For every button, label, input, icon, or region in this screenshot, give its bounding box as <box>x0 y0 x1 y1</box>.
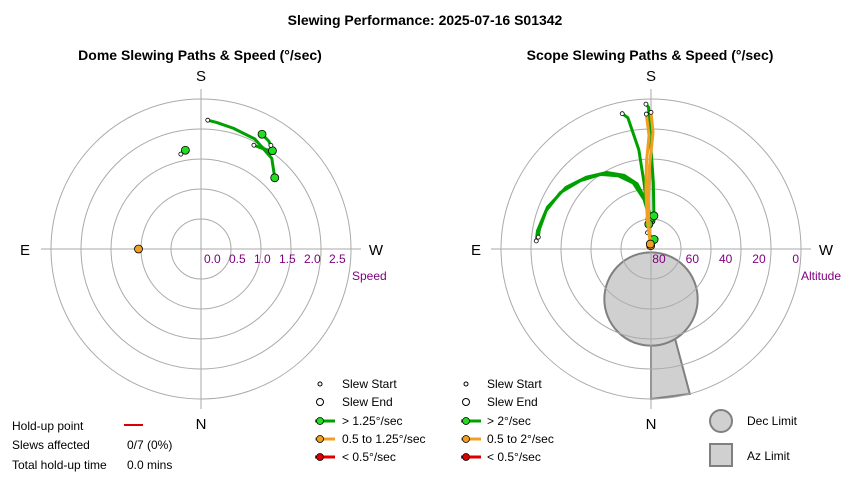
slews-affected-value: 0/7 (0%) <box>127 438 172 452</box>
limits-legend: Dec Limit Az Limit <box>709 409 798 467</box>
legend-slew-start-marker <box>463 381 469 387</box>
scope-legend-label-0: Slew Start <box>487 377 542 391</box>
slews-affected-label: Slews affected <box>12 438 90 452</box>
dome-legend-label-1: Slew End <box>342 395 393 409</box>
scope-tick-label: 80 <box>652 252 666 266</box>
dome-legend: Slew Start Slew End > 1.25°/sec 0.5 to 1… <box>315 377 426 464</box>
dome-slew-start-marker <box>180 145 190 155</box>
dome-slew-end-dot <box>205 117 211 123</box>
dome-tick-label: 1.0 <box>254 252 271 266</box>
holdup-point-label: Hold-up point <box>12 419 84 433</box>
scope-compass-left: E <box>471 242 481 259</box>
legend-slew-end-marker <box>316 398 324 406</box>
scope-legend-label-4: < 0.5°/sec <box>487 450 541 464</box>
scope-slew-end-dot <box>533 238 539 244</box>
dome-tick-label: 0.5 <box>229 252 246 266</box>
dome-slew-start-marker <box>134 244 143 254</box>
dome-slew-start-marker <box>268 146 277 156</box>
holdup-time-value: 0.0 mins <box>127 458 172 472</box>
scope-radial-label: Altitude <box>801 269 841 283</box>
legend-slew-end-marker <box>462 398 470 406</box>
legend-slow-marker <box>462 453 470 461</box>
scope-slew-path <box>644 112 652 246</box>
scope-slew-start-marker <box>645 239 655 249</box>
dome-compass-right: W <box>369 242 384 259</box>
dome-slew-end-dot <box>251 142 257 148</box>
scope-tick-label: 60 <box>686 252 700 266</box>
az-limit-legend-label: Az Limit <box>747 449 790 463</box>
scope-compass-bottom: N <box>646 416 657 433</box>
scope-slew-end-dot <box>648 109 654 115</box>
dome-panel: Dome Slewing Paths & Speed (°/sec) S N E… <box>20 47 387 433</box>
legend-fast-marker <box>316 417 324 425</box>
dome-tick-label: 0.0 <box>204 252 221 266</box>
dome-slews <box>134 117 280 254</box>
dome-legend-label-2: > 1.25°/sec <box>342 414 403 428</box>
dome-title: Dome Slewing Paths & Speed (°/sec) <box>78 47 322 63</box>
scope-legend-label-2: > 2°/sec <box>487 414 531 428</box>
scope-compass-top: S <box>646 68 656 85</box>
dome-slew-start-marker <box>270 173 280 183</box>
scope-compass-right: W <box>819 242 834 259</box>
dome-tick-label: 2.5 <box>329 252 346 266</box>
scope-tick-label: 0 <box>792 252 799 266</box>
scope-slew-end-dot <box>619 111 625 117</box>
scope-legend-label-3: 0.5 to 2°/sec <box>487 432 554 446</box>
dome-compass-bottom: N <box>196 416 207 433</box>
scope-slew-end-dot <box>535 234 541 240</box>
scope-slew-end-dot <box>643 101 649 107</box>
dome-axes <box>41 89 361 409</box>
legend-slow-marker <box>316 453 324 461</box>
dome-compass-left: E <box>20 242 30 259</box>
dome-slew-end-dot <box>178 151 184 157</box>
dome-tick-label: 2.0 <box>304 252 321 266</box>
scope-tick-label: 20 <box>752 252 766 266</box>
holdup-info: Hold-up point Slews affected 0/7 (0%) To… <box>12 419 172 472</box>
scope-tick-label: 40 <box>719 252 733 266</box>
scope-legend-label-1: Slew End <box>487 395 538 409</box>
dome-compass-top: S <box>196 68 206 85</box>
holdup-time-label: Total hold-up time <box>12 458 107 472</box>
legend-medium-marker <box>462 435 470 443</box>
legend-slew-start-marker <box>317 381 323 387</box>
scope-panel: Scope Slewing Paths & Speed (°/sec) S N … <box>471 47 841 433</box>
scope-legend: Slew Start Slew End > 2°/sec 0.5 to 2°/s… <box>461 377 554 464</box>
dec-limit-legend-icon <box>709 409 733 433</box>
legend-medium-marker <box>316 435 324 443</box>
figure-title: Slewing Performance: 2025-07-16 S01342 <box>288 12 563 28</box>
dome-slew-end-dot <box>268 142 274 148</box>
dome-slew-path <box>206 118 277 180</box>
scope-slews <box>533 101 659 251</box>
dome-radial-ticks: 2.5 2.0 1.5 1.0 0.5 0.0 <box>204 252 346 266</box>
scope-title: Scope Slewing Paths & Speed (°/sec) <box>527 47 774 63</box>
dome-slew-start-marker <box>257 129 267 139</box>
scope-slew-end-dot <box>643 111 649 117</box>
dome-radial-label: Speed <box>352 269 387 283</box>
scope-slew-start-marker <box>649 211 659 221</box>
dome-legend-label-3: 0.5 to 1.25°/sec <box>342 432 426 446</box>
dome-tick-label: 1.5 <box>279 252 296 266</box>
dome-legend-label-4: < 0.5°/sec <box>342 450 396 464</box>
scope-radial-ticks: 80 60 40 20 0 <box>652 252 799 266</box>
dome-legend-label-0: Slew Start <box>342 377 397 391</box>
scope-slew-path <box>536 172 652 239</box>
az-limit-legend-icon <box>709 443 733 467</box>
dec-limit-legend-label: Dec Limit <box>747 414 798 428</box>
legend-fast-marker <box>462 417 470 425</box>
